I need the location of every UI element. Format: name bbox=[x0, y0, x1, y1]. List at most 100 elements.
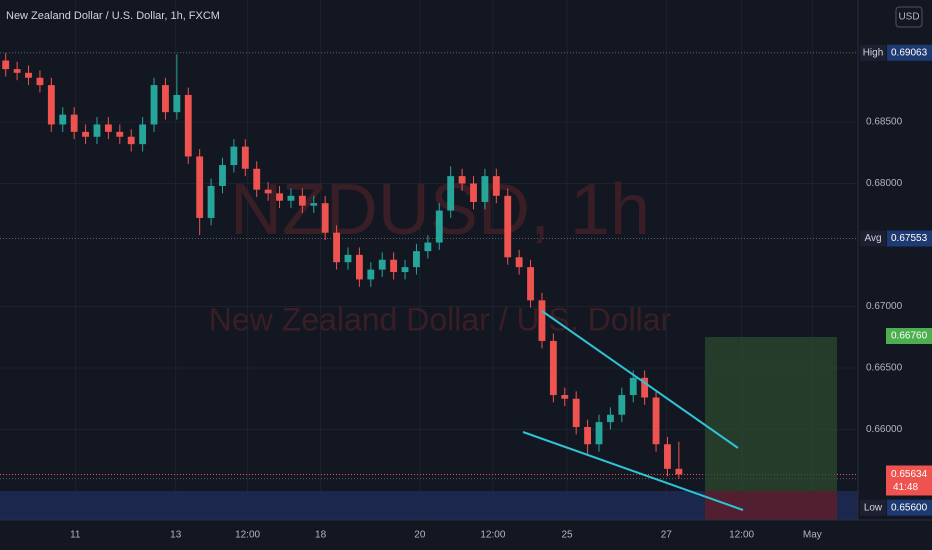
candle-body bbox=[104, 124, 112, 132]
candle-body bbox=[572, 398, 580, 428]
candle-body bbox=[595, 422, 603, 445]
candle-body bbox=[139, 124, 147, 145]
candle-body bbox=[25, 72, 32, 78]
price-axis bbox=[858, 0, 932, 550]
candle-body bbox=[481, 176, 489, 202]
candle-body bbox=[652, 397, 660, 445]
candle-body bbox=[447, 176, 455, 211]
candle-body bbox=[207, 185, 215, 218]
x-tick-label: 12:00 bbox=[729, 530, 754, 541]
y-tick-label: 0.68000 bbox=[866, 178, 903, 189]
candle-body bbox=[276, 193, 283, 201]
level-value-box bbox=[887, 230, 932, 247]
candle-body bbox=[413, 251, 420, 268]
y-tick-label: 0.68500 bbox=[866, 117, 903, 128]
candle-body bbox=[504, 195, 512, 258]
candle-body bbox=[162, 85, 169, 113]
x-tick-label: 25 bbox=[561, 530, 573, 541]
level-name-box bbox=[860, 230, 886, 247]
candle-body bbox=[606, 414, 614, 423]
candle-body bbox=[355, 254, 363, 280]
candle-body bbox=[219, 165, 226, 186]
loss-zone bbox=[705, 491, 837, 520]
last-price-label: 0.65634 bbox=[891, 469, 928, 480]
x-tick-label: 12:00 bbox=[480, 530, 505, 541]
target-box bbox=[886, 328, 932, 345]
candle-body bbox=[253, 168, 261, 190]
candle-body bbox=[675, 468, 683, 475]
profit-zone bbox=[705, 337, 837, 491]
candle-body bbox=[310, 203, 318, 206]
y-tick-label: 0.66000 bbox=[866, 424, 903, 435]
candle-body bbox=[527, 267, 534, 301]
candle-body bbox=[424, 242, 432, 252]
candle-body bbox=[344, 254, 352, 263]
y-tick-label: 0.66500 bbox=[866, 363, 903, 374]
countdown-label: 41:48 bbox=[893, 482, 918, 493]
watermark-name: New Zealand Dollar / U.S. Dollar bbox=[209, 301, 672, 337]
candle-body bbox=[47, 85, 55, 125]
currency-button[interactable] bbox=[895, 6, 923, 28]
level-name: High bbox=[863, 47, 884, 58]
level-name-box bbox=[860, 499, 886, 516]
time-axis bbox=[0, 520, 858, 550]
candle-body bbox=[241, 146, 249, 169]
candle-body bbox=[173, 94, 181, 113]
grid-layer bbox=[0, 0, 858, 520]
candle-body bbox=[287, 195, 295, 201]
x-tick-label: 13 bbox=[170, 530, 182, 541]
candle-body bbox=[549, 340, 557, 396]
candles bbox=[2, 53, 683, 479]
level-name-box bbox=[860, 44, 886, 61]
candle-body bbox=[196, 156, 204, 218]
candle-body bbox=[538, 300, 546, 341]
x-tick-label: 12:00 bbox=[235, 530, 260, 541]
candle-body bbox=[492, 176, 500, 196]
x-tick-label: 27 bbox=[661, 530, 673, 541]
candle-body bbox=[150, 85, 158, 125]
last-price-box bbox=[886, 465, 932, 496]
chart-title: New Zealand Dollar / U.S. Dollar, 1h, FX… bbox=[6, 10, 220, 22]
candle-body bbox=[184, 94, 192, 157]
target-label: 0.66760 bbox=[891, 331, 928, 342]
candle-body bbox=[2, 60, 10, 70]
candle-body bbox=[70, 114, 78, 132]
level-value: 0.65600 bbox=[891, 502, 928, 513]
candle-body bbox=[584, 427, 592, 445]
candle-body bbox=[82, 131, 89, 137]
candle-body bbox=[401, 267, 409, 273]
candle-body bbox=[116, 131, 124, 137]
axis-layer: 0.68500 0.68000 0.67000 0.66500 0.66000 11 13 1… bbox=[70, 44, 932, 541]
candle-body bbox=[515, 257, 523, 268]
candle-body bbox=[127, 136, 135, 145]
candle-body bbox=[458, 176, 466, 184]
candle-body bbox=[641, 377, 649, 398]
candle-body bbox=[629, 377, 637, 396]
candle-body bbox=[59, 114, 67, 125]
candle-body bbox=[333, 232, 341, 263]
level-value: 0.69063 bbox=[891, 47, 928, 58]
candle-body bbox=[36, 77, 44, 86]
level-name: Avg bbox=[864, 233, 881, 244]
level-value-box bbox=[887, 44, 932, 61]
candle-body bbox=[367, 269, 375, 280]
candle-body bbox=[470, 183, 477, 202]
x-tick-label: 20 bbox=[414, 530, 426, 541]
y-tick-label: 0.67000 bbox=[866, 301, 903, 312]
candle-body bbox=[664, 444, 671, 469]
candle-body bbox=[298, 195, 306, 206]
level-name: Low bbox=[864, 502, 883, 513]
currency-button-label[interactable]: USD bbox=[898, 12, 919, 23]
level-value-box bbox=[887, 499, 932, 516]
x-tick-label: 11 bbox=[70, 530, 81, 541]
trend-line-lower bbox=[522, 431, 744, 511]
candle-body bbox=[618, 395, 626, 415]
level-value: 0.67553 bbox=[891, 233, 928, 244]
candle-body bbox=[230, 146, 238, 166]
candle-body bbox=[13, 69, 21, 73]
candle-body bbox=[378, 259, 386, 270]
trend-line-upper bbox=[541, 310, 739, 449]
candle-body bbox=[93, 124, 101, 137]
candle-body bbox=[561, 395, 569, 399]
